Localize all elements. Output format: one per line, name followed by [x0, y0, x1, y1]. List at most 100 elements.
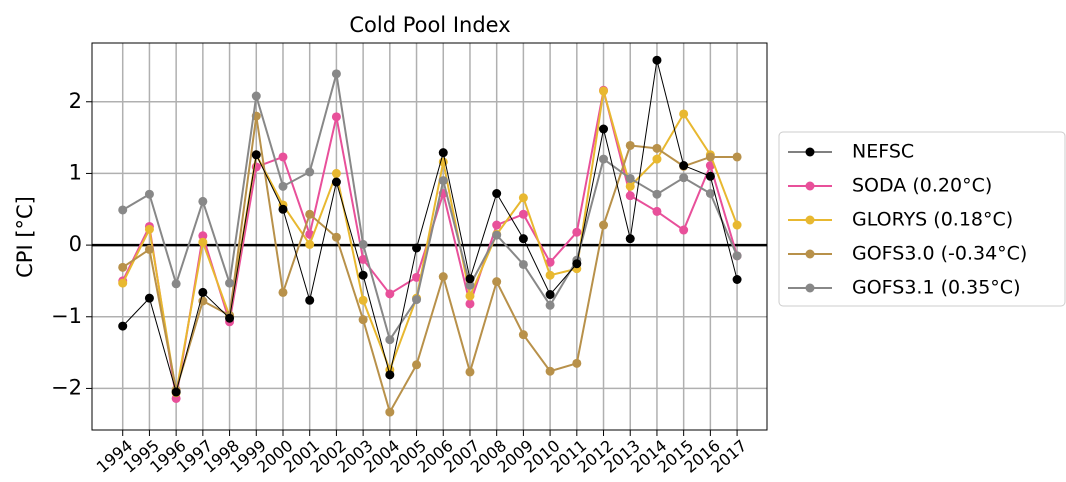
data-point — [358, 295, 368, 305]
legend-label: NEFSC — [852, 141, 914, 163]
data-point — [385, 289, 395, 299]
data-point — [412, 272, 422, 282]
data-point — [732, 220, 742, 230]
data-point — [331, 177, 341, 187]
data-point — [465, 291, 475, 301]
data-point — [331, 232, 341, 242]
series-line — [122, 115, 738, 415]
data-point — [278, 152, 288, 162]
legend: NEFSC SODA (0.20°C) GLORYS (0.18°C) GOFS3.0… — [778, 131, 1066, 307]
data-point — [305, 239, 315, 249]
data-point — [599, 124, 609, 134]
data-point — [572, 227, 582, 237]
data-point — [198, 287, 208, 297]
data-point — [465, 280, 475, 290]
data-point — [171, 279, 181, 289]
y-tick-label: 2 — [69, 89, 82, 113]
legend-marker — [805, 283, 815, 293]
data-point — [572, 358, 582, 368]
data-point — [652, 154, 662, 164]
data-point — [412, 243, 422, 253]
data-point — [518, 209, 528, 219]
data-point — [385, 335, 395, 345]
legend-label: SODA (0.20°C) — [852, 175, 992, 197]
data-point — [144, 244, 154, 254]
data-point — [545, 270, 555, 280]
data-point — [599, 220, 609, 230]
data-point — [305, 295, 315, 305]
data-point — [492, 189, 502, 198]
series-line — [121, 90, 739, 399]
data-point — [545, 366, 555, 376]
data-point — [705, 171, 715, 181]
data-point — [518, 193, 528, 203]
data-point — [251, 91, 261, 101]
data-point — [385, 407, 395, 417]
data-point — [492, 220, 502, 230]
data-point — [652, 189, 662, 199]
data-point — [465, 274, 475, 284]
data-point — [679, 225, 689, 235]
data-point — [118, 262, 128, 272]
data-point — [652, 206, 662, 216]
data-point — [144, 224, 154, 234]
data-point — [625, 181, 635, 191]
data-point — [278, 287, 288, 297]
data-point — [732, 275, 742, 284]
data-point — [305, 209, 315, 219]
data-point — [465, 367, 475, 377]
data-point — [625, 140, 635, 150]
data-point — [679, 173, 689, 183]
chart-title: Cold Pool Index — [349, 13, 510, 37]
data-point — [225, 313, 235, 323]
y-axis-label: CPI [°C] — [13, 196, 37, 278]
data-point — [652, 143, 662, 153]
data-point — [198, 231, 208, 241]
data-point — [705, 189, 715, 198]
data-point — [144, 189, 154, 199]
data-point — [118, 321, 128, 331]
data-point — [625, 234, 635, 244]
data-point — [198, 196, 208, 206]
data-point — [331, 112, 341, 122]
legend-marker — [805, 181, 815, 191]
y-tick-label: −2 — [51, 375, 82, 399]
data-point — [438, 148, 448, 158]
data-point — [438, 176, 448, 186]
data-point — [358, 254, 368, 264]
data-point — [545, 290, 555, 300]
data-point — [545, 300, 555, 310]
data-point — [198, 237, 208, 247]
data-point — [679, 161, 689, 171]
legend-box — [778, 131, 1066, 307]
data-point — [278, 204, 288, 214]
data-point — [385, 370, 395, 380]
data-point — [438, 272, 448, 282]
data-point — [118, 278, 128, 288]
data-point — [278, 181, 288, 191]
data-point — [625, 191, 635, 201]
legend-label: GLORYS (0.18°C) — [852, 209, 1013, 231]
data-point — [305, 167, 315, 177]
data-point — [572, 259, 582, 269]
data-point — [518, 330, 528, 340]
y-tick-label: −1 — [51, 304, 82, 328]
data-point — [732, 152, 742, 162]
plot-frame — [91, 42, 768, 431]
data-point — [492, 277, 502, 287]
series-line — [122, 60, 738, 394]
legend-label: GOFS3.0 (-0.34°C) — [852, 243, 1027, 265]
data-point — [198, 296, 208, 306]
data-point — [518, 259, 528, 269]
y-tick-label: 0 — [69, 232, 82, 256]
data-point — [118, 205, 128, 215]
data-point — [599, 86, 609, 96]
y-tick-label: 1 — [69, 160, 82, 184]
data-point — [358, 239, 368, 249]
legend-marker — [805, 147, 815, 157]
legend-marker — [805, 215, 815, 225]
data-point — [225, 278, 235, 288]
data-point — [545, 257, 555, 267]
data-point — [412, 360, 422, 370]
